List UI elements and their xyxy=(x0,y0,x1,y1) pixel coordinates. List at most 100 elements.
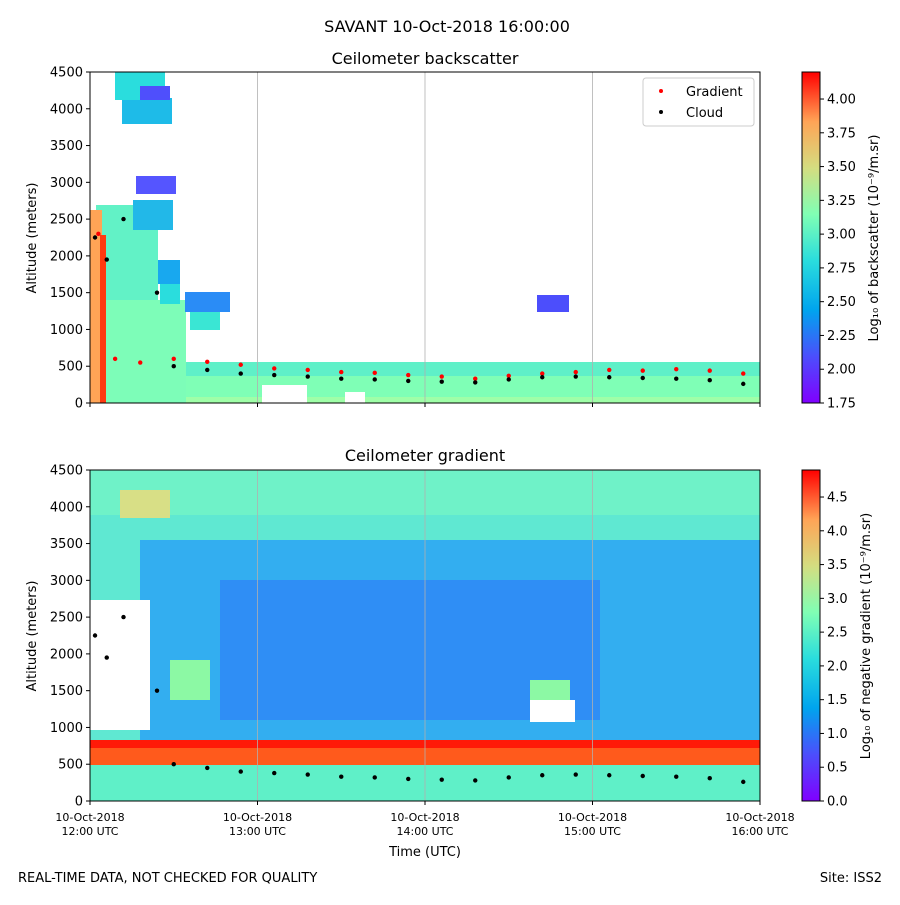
backscatter-colorbar-label: Log₁₀ of backscatter (10⁻⁹/m.sr) xyxy=(867,135,882,342)
cloud-point xyxy=(92,235,98,240)
colorbar-tick-label: 3.0 xyxy=(827,592,848,607)
colorbar-tick-label: 2.75 xyxy=(827,261,856,276)
colorbar-tick-label: 1.75 xyxy=(827,397,856,412)
cloud-point xyxy=(305,772,310,777)
gradient-point xyxy=(439,374,444,379)
cloud-point xyxy=(607,773,612,778)
cloud-point xyxy=(640,773,645,779)
gradient-heatmap xyxy=(90,470,760,801)
cloud-point xyxy=(205,765,210,771)
gradient-gridlines xyxy=(257,470,593,801)
legend-gradient-label: Gradient xyxy=(686,85,743,100)
gradient-point xyxy=(707,368,712,373)
cloud-point xyxy=(406,776,411,782)
cloud-point xyxy=(154,290,160,295)
y-tick-label: 3500 xyxy=(50,139,83,154)
colorbar-tick-label: 2.25 xyxy=(827,329,856,344)
backscatter-gradient-points xyxy=(96,231,746,381)
y-tick-label: 1500 xyxy=(50,684,83,699)
cloud-point xyxy=(607,375,612,380)
gradient-point xyxy=(640,368,645,373)
cloud-point xyxy=(339,774,344,779)
cloud-point xyxy=(573,772,578,777)
y-tick-label: 500 xyxy=(58,758,83,773)
colorbar-tick-label: 3.50 xyxy=(827,160,856,175)
y-tick-label: 3000 xyxy=(50,574,83,589)
y-tick-label: 1000 xyxy=(50,721,83,736)
cloud-point xyxy=(674,376,679,381)
backscatter-colorbar-ticks: 1.75 2.00 2.25 2.50 2.75 3.00 3.25 3.50 3.75 4.00 xyxy=(820,93,856,412)
y-tick-label: 4500 xyxy=(50,66,83,81)
cloud-point xyxy=(238,769,243,774)
gradient-point xyxy=(305,367,310,373)
gradient-point xyxy=(573,369,578,375)
y-tick-label: 2500 xyxy=(50,213,83,228)
y-tick-label: 500 xyxy=(58,360,83,375)
cloud-point xyxy=(674,774,679,779)
x-tick-label-date: 10-Oct-2018 xyxy=(558,811,627,824)
y-tick-label: 3000 xyxy=(50,176,83,191)
colorbar-tick-label: 0.0 xyxy=(827,795,848,810)
gradient-panel: Ceilometer gradient 0 500 1000 1500 2000 2500… xyxy=(25,446,874,860)
gradient-point xyxy=(238,362,243,367)
cloud-point xyxy=(272,770,277,776)
colorbar-tick-label: 2.5 xyxy=(827,626,848,641)
backscatter-colorbar: 1.75 2.00 2.25 2.50 2.75 3.00 3.25 3.50 3.75 4.00… xyxy=(801,71,882,412)
x-tick-label-time: 12:00 UTC xyxy=(61,825,118,838)
gradient-point xyxy=(112,356,118,362)
cloud-point xyxy=(104,655,109,660)
cloud-point xyxy=(540,375,545,380)
cloud-point xyxy=(171,762,176,767)
cloud-point xyxy=(473,778,478,783)
gradient-point xyxy=(205,359,210,365)
cloud-point xyxy=(439,379,444,384)
y-tick-label: 1000 xyxy=(50,323,83,338)
gradient-cloud-points xyxy=(92,614,746,785)
legend-cloud-marker xyxy=(659,110,663,114)
x-tick-label-time: 15:00 UTC xyxy=(564,825,621,838)
figure-suptitle: SAVANT 10-Oct-2018 16:00:00 xyxy=(324,17,570,36)
gradient-point xyxy=(607,367,612,373)
backscatter-cloud-points xyxy=(92,216,746,387)
cloud-point xyxy=(439,777,444,782)
y-tick-label: 0 xyxy=(75,397,83,412)
gradient-point xyxy=(138,360,143,365)
y-tick-label: 3500 xyxy=(50,537,83,552)
footer-quality-note: REAL-TIME DATA, NOT CHECKED FOR QUALITY xyxy=(18,871,317,886)
colorbar-tick-label: 4.0 xyxy=(827,524,848,539)
cloud-point xyxy=(506,377,511,382)
backscatter-gridlines xyxy=(257,72,593,403)
y-tick-label: 1500 xyxy=(50,286,83,301)
cloud-point xyxy=(205,367,210,373)
gradient-y-ticks: 0 500 1000 1500 2000 2500 3000 3500 4000 4500 xyxy=(50,464,90,810)
x-tick-label-date: 10-Oct-2018 xyxy=(223,811,292,824)
legend-cloud-label: Cloud xyxy=(686,106,723,121)
gradient-point xyxy=(96,231,101,237)
cloud-point xyxy=(104,257,109,262)
backscatter-x-ticks xyxy=(89,403,761,407)
gradient-xlabel: Time (UTC) xyxy=(388,845,461,860)
colorbar-tick-label: 0.5 xyxy=(827,761,848,776)
cloud-point xyxy=(121,216,126,222)
colorbar-tick-label: 3.75 xyxy=(827,126,856,141)
backscatter-title: Ceilometer backscatter xyxy=(332,49,519,68)
cloud-point xyxy=(238,371,243,376)
colorbar-tick-label: 3.5 xyxy=(827,558,848,573)
backscatter-y-ticks: 0 500 1000 1500 2000 2500 3000 3500 4000 4500 xyxy=(50,66,90,412)
cloud-point xyxy=(272,372,277,378)
cloud-point xyxy=(741,779,746,785)
legend-gradient-marker xyxy=(659,89,663,93)
cloud-point xyxy=(372,775,377,780)
x-tick-label-time: 14:00 UTC xyxy=(396,825,453,838)
gradient-colorbar-label: Log₁₀ of negative gradient (10⁻⁹/m.sr) xyxy=(859,513,874,759)
colorbar-tick-label: 4.5 xyxy=(827,491,848,506)
gradient-point xyxy=(674,366,679,372)
gradient-colorbar-ticks: 0.0 0.5 1.0 1.5 2.0 2.5 3.0 3.5 4.0 4.5 xyxy=(820,491,848,810)
cloud-point xyxy=(473,380,478,385)
colorbar-tick-label: 2.00 xyxy=(827,363,856,378)
y-tick-label: 4000 xyxy=(50,500,83,515)
gradient-point xyxy=(406,372,411,378)
footer-site: Site: ISS2 xyxy=(820,871,882,886)
colorbar-tick-label: 4.00 xyxy=(827,93,856,108)
